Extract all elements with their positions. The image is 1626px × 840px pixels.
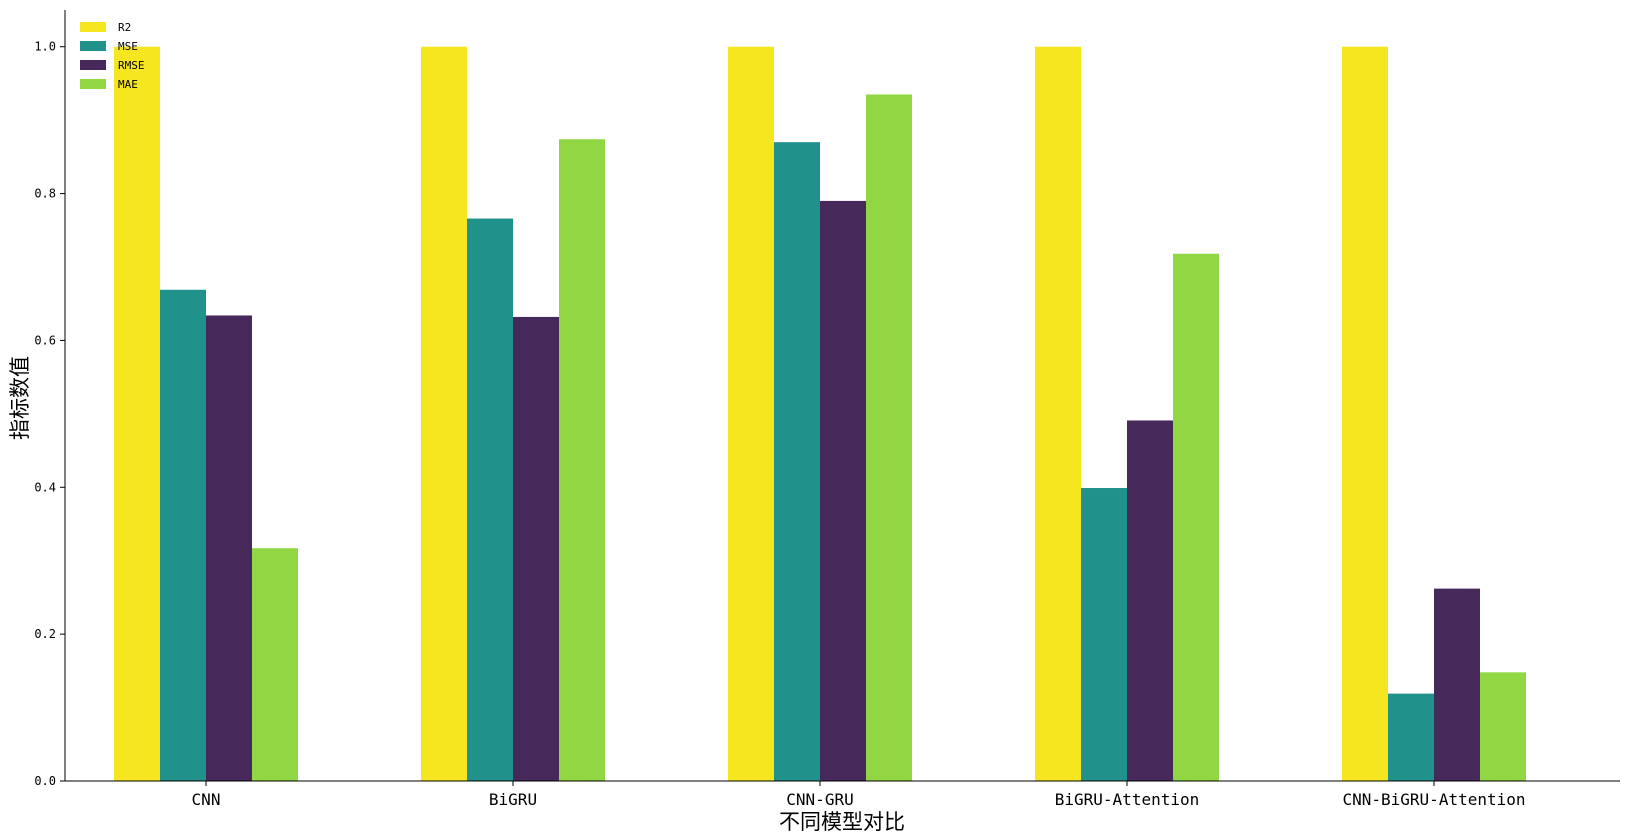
y-ticks-group: 0.0 0.2 0.4 0.6 0.8 1.0: [34, 40, 65, 788]
bar-rmse-cnn: [206, 315, 252, 781]
legend-label-rmse: RMSE: [118, 59, 145, 72]
y-tick-label: 0.6: [34, 333, 56, 347]
bar-rmse-cnn-bigru-attention: [1434, 588, 1480, 781]
bar-rmse-cnn-gru: [820, 200, 866, 781]
bar-r2-cnn: [114, 46, 160, 781]
x-axis-title: 不同模型对比: [779, 810, 905, 834]
legend-swatch-mae: [80, 79, 106, 89]
legend-label-r2: R2: [118, 21, 131, 34]
legend-label-mae: MAE: [118, 78, 138, 91]
y-axis-title: 指标数值: [8, 356, 32, 440]
legend: R2 MSE RMSE MAE: [80, 21, 145, 91]
legend-swatch-mse: [80, 41, 106, 51]
bar-mse-cnn-gru: [774, 142, 820, 781]
bar-mse-cnn-bigru-attention: [1388, 693, 1434, 781]
y-tick-label: 0.4: [34, 480, 56, 494]
bar-rmse-bigru-attention: [1127, 420, 1173, 781]
bar-r2-bigru: [421, 46, 467, 781]
x-tick-label: CNN: [192, 790, 221, 809]
bar-mae-bigru: [559, 139, 605, 782]
y-tick-label: 0.2: [34, 627, 56, 641]
x-tick-label: CNN-GRU: [786, 790, 853, 809]
legend-swatch-rmse: [80, 60, 106, 70]
y-tick-label: 0.0: [34, 774, 56, 788]
y-tick-label: 0.8: [34, 187, 56, 201]
bar-r2-bigru-attention: [1035, 46, 1081, 781]
bar-mse-bigru-attention: [1081, 488, 1127, 781]
x-tick-label: BiGRU: [489, 790, 537, 809]
x-tick-label: BiGRU-Attention: [1055, 790, 1200, 809]
x-tick-label: CNN-BiGRU-Attention: [1342, 790, 1525, 809]
bar-mae-bigru-attention: [1173, 253, 1219, 782]
bar-mae-cnn-bigru-attention: [1480, 672, 1526, 781]
y-tick-label: 1.0: [34, 40, 56, 54]
bars-group: [114, 46, 1526, 782]
bar-rmse-bigru: [513, 316, 559, 781]
legend-label-mse: MSE: [118, 40, 138, 53]
bar-mse-bigru: [467, 218, 513, 782]
bar-mae-cnn: [252, 548, 298, 781]
axes-group: [64, 10, 1620, 782]
bar-r2-cnn-gru: [728, 46, 774, 781]
x-ticks-group: CNN BiGRU CNN-GRU BiGRU-Attention CNN-BiGRU-…: [192, 781, 1526, 809]
bar-r2-cnn-bigru-attention: [1342, 46, 1388, 781]
legend-swatch-r2: [80, 22, 106, 32]
bar-mae-cnn-gru: [866, 94, 912, 781]
bar-mse-cnn: [160, 289, 206, 781]
